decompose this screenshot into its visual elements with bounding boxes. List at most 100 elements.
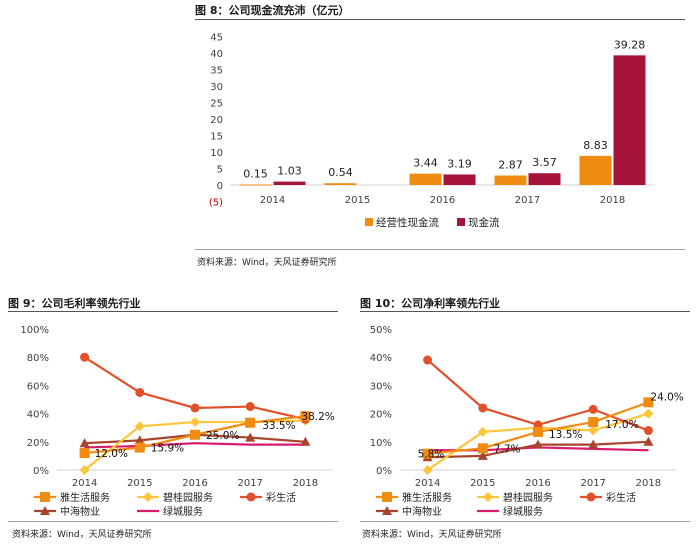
y-tick-label-5: 50%	[370, 325, 392, 336]
legend-marker-1	[143, 492, 153, 502]
series-0-point-2017	[245, 417, 256, 428]
figure-9-title: 图 9：公司毛利率领先行业	[8, 297, 141, 310]
legend-label-0: 雅生活服务	[402, 491, 452, 504]
data-label-2017-1: 3.57	[532, 156, 557, 169]
figure-10-source: 资料来源：Wind，天风证券研究所	[362, 530, 502, 540]
legend-label-1: 碧桂园服务	[163, 491, 213, 504]
figure-8-source: 资料来源：Wind，天风证券研究所	[197, 258, 337, 268]
y-tick-label-2: 5	[217, 165, 223, 176]
series-2-point-2014	[423, 355, 433, 365]
bar-cashflow-2014	[273, 181, 306, 185]
series-0-point-2014	[422, 448, 433, 459]
figure-10-title: 图 10：公司净利率领先行业	[360, 297, 501, 310]
series-0-point-2018	[300, 411, 311, 422]
x-tick-label-2017: 2017	[237, 478, 262, 489]
data-label-2016: 25.0%	[206, 430, 239, 442]
data-label-2016-0: 3.44	[413, 157, 438, 170]
data-label-2014-1: 1.03	[277, 165, 302, 178]
data-label-2016: 13.5%	[549, 429, 582, 441]
series-0-point-2017	[588, 417, 599, 428]
y-tick-label-4: 15	[210, 132, 223, 143]
legend-marker-2	[246, 492, 256, 502]
data-label-2018-0: 8.83	[583, 139, 608, 152]
series-1-point-2018	[643, 408, 654, 419]
legend-label-1: 碧桂园服务	[503, 491, 553, 504]
bar-operating-cashflow-2016	[409, 173, 442, 185]
data-label-2018: 24.0%	[650, 391, 683, 403]
series-3-point-2017	[588, 439, 599, 449]
figure-9-bottom-rule	[8, 521, 338, 522]
figure-10-bottom-rule	[360, 521, 690, 522]
y-tick-label-0: 0%	[376, 466, 392, 477]
legend-marker-1	[483, 492, 493, 502]
y-tick-label-0: 0%	[33, 466, 49, 477]
x-tick-label-2014: 2014	[72, 478, 97, 489]
y-tick-label-8: 35	[210, 66, 223, 77]
series-2-point-2014	[80, 352, 90, 362]
data-label-2014: 12.0%	[95, 448, 128, 460]
data-label-2017-0: 2.87	[498, 159, 523, 172]
legend-marker-3	[382, 506, 392, 515]
x-tick-label-2016: 2016	[430, 195, 455, 206]
series-1-point-2015	[134, 421, 145, 432]
x-tick-label-2018: 2018	[293, 478, 318, 489]
bar-operating-cashflow-2018	[579, 155, 612, 185]
series-3-point-2016	[533, 439, 543, 449]
y-tick-label-10: 45	[210, 33, 223, 44]
series-1-point-2017	[588, 425, 599, 436]
bar-operating-cashflow-2014	[239, 184, 272, 186]
series-2-point-2017	[588, 404, 598, 414]
y-tick-label-4: 40%	[370, 353, 392, 364]
y-tick-label-4: 80%	[27, 353, 49, 364]
series-0-point-2018	[643, 397, 654, 408]
legend-marker-3	[40, 506, 50, 515]
data-label-2015-0: 0.54	[328, 166, 353, 179]
data-label-2015: 15.9%	[151, 443, 184, 455]
y-tick-label-3: 60%	[27, 381, 49, 392]
data-label-2017: 33.5%	[262, 420, 295, 432]
y-tick-label-9: 40	[210, 49, 223, 60]
y-tick-label-6: 25	[210, 99, 223, 110]
series-3-point-2014	[79, 438, 90, 448]
y-tick-label-3: 10	[210, 148, 223, 159]
x-tick-label-2014: 2014	[415, 478, 440, 489]
x-tick-label-2016: 2016	[525, 478, 550, 489]
y-tick-label-2: 40%	[27, 410, 49, 421]
series-0-point-2016	[190, 429, 200, 440]
series-1-point-2016	[190, 417, 200, 428]
x-tick-label-2018: 2018	[636, 478, 661, 489]
series-0-point-2016	[533, 426, 543, 437]
bar-operating-cashflow-2017	[494, 175, 527, 185]
x-tick-label-2017: 2017	[515, 195, 540, 206]
data-label-2014-0: 0.15	[243, 168, 268, 181]
data-label-2014: 5.8%	[418, 449, 445, 461]
y-tick-label-0: (5)	[209, 198, 223, 209]
legend-label-2: 彩生活	[266, 491, 296, 504]
legend-label-3: 中海物业	[60, 505, 100, 518]
series-2-point-2018	[643, 426, 653, 436]
y-tick-label-1: 0	[217, 181, 223, 192]
y-tick-label-2: 20%	[370, 410, 392, 421]
x-tick-label-2015: 2015	[470, 478, 495, 489]
y-tick-label-5: 100%	[20, 325, 49, 336]
data-label-2017: 17.0%	[605, 419, 638, 431]
figure-9-top-rule	[8, 311, 338, 312]
series-1-point-2014	[79, 465, 90, 475]
y-tick-label-5: 20	[210, 115, 223, 126]
series-2-point-2015	[135, 387, 145, 397]
x-tick-label-2015: 2015	[127, 478, 152, 489]
series-1-point-2015	[477, 426, 488, 437]
data-label-2018: 38.2%	[301, 411, 334, 423]
data-label-2016-1: 3.19	[447, 157, 472, 170]
series-0-point-2014	[79, 448, 90, 459]
y-tick-label-7: 30	[210, 82, 223, 93]
x-tick-label-2015: 2015	[345, 195, 370, 206]
legend-label-cashflow: 现金流	[468, 216, 500, 229]
x-tick-label-2016: 2016	[182, 478, 207, 489]
x-tick-label-2018: 2018	[600, 195, 625, 206]
series-3-point-2017	[245, 432, 256, 442]
series-3-point-2015	[134, 435, 145, 445]
figure-9-source: 资料来源：Wind，天风证券研究所	[12, 530, 152, 540]
